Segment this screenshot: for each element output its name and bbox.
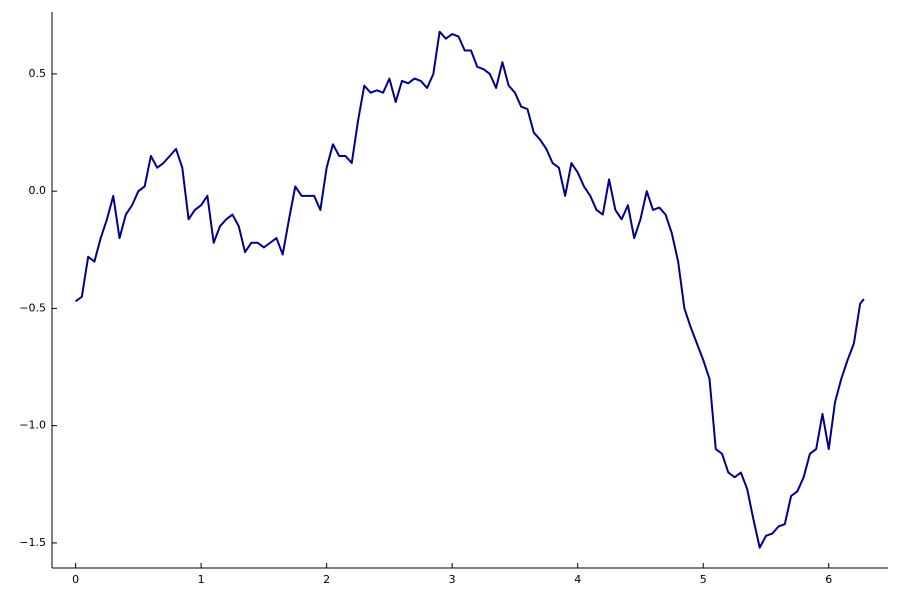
- x-tick-label: 3: [449, 573, 456, 586]
- y-tick-label: 0.5: [29, 67, 47, 80]
- x-tick-label: 5: [700, 573, 707, 586]
- x-tick-label: 4: [574, 573, 581, 586]
- x-tick-label: 0: [72, 573, 79, 586]
- x-tick-label: 6: [825, 573, 832, 586]
- y-tick-label: −1.0: [19, 419, 46, 432]
- y-tick-label: −0.5: [19, 301, 46, 314]
- y-tick-label: 0.0: [29, 184, 47, 197]
- x-tick-label: 2: [323, 573, 330, 586]
- x-tick-label: 1: [198, 573, 205, 586]
- y-tick-label: −1.5: [19, 536, 46, 549]
- line: [75, 30, 865, 549]
